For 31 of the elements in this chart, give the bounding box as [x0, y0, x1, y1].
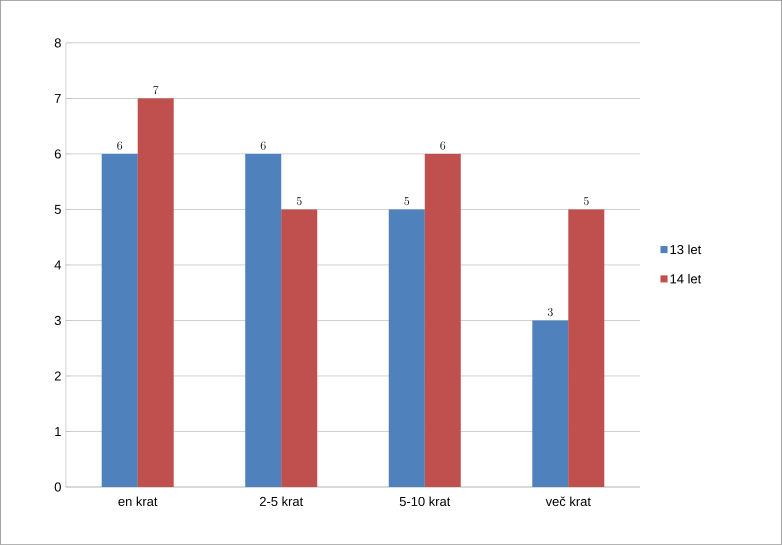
data-label: 3 — [548, 308, 553, 316]
bar — [102, 154, 138, 488]
x-tick-label: en krat — [118, 496, 158, 506]
x-tick-label: 5-10 krat — [400, 496, 450, 506]
y-tick-label: 1 — [55, 427, 61, 436]
bar — [388, 209, 425, 488]
data-label: 6 — [117, 141, 122, 150]
y-tick-label: 4 — [54, 260, 62, 270]
x-tick-label: 2-5 krat — [260, 496, 304, 506]
y-tick-label: 0 — [54, 482, 61, 492]
y-tick-label: 3 — [54, 316, 61, 326]
data-label: 5 — [584, 197, 589, 206]
bar — [568, 209, 604, 488]
y-tick-label: 2 — [54, 371, 61, 381]
bar — [424, 154, 461, 488]
y-tick-label: 8 — [54, 38, 61, 48]
legend-label: 14 let — [670, 274, 702, 284]
data-label: 7 — [153, 86, 158, 94]
bar — [281, 209, 318, 488]
y-tick-label: 6 — [54, 149, 61, 159]
bar — [138, 98, 174, 488]
y-tick-label: 5 — [54, 204, 61, 214]
data-label: 5 — [404, 197, 410, 206]
legend-label: 13 let — [670, 244, 702, 254]
data-label: 6 — [260, 141, 266, 150]
y-tick-label: 7 — [54, 94, 61, 103]
data-label: 6 — [440, 141, 446, 150]
bar — [245, 154, 282, 488]
data-label: 5 — [296, 197, 302, 206]
bar — [532, 320, 568, 488]
x-tick-label: več krat — [546, 496, 591, 506]
